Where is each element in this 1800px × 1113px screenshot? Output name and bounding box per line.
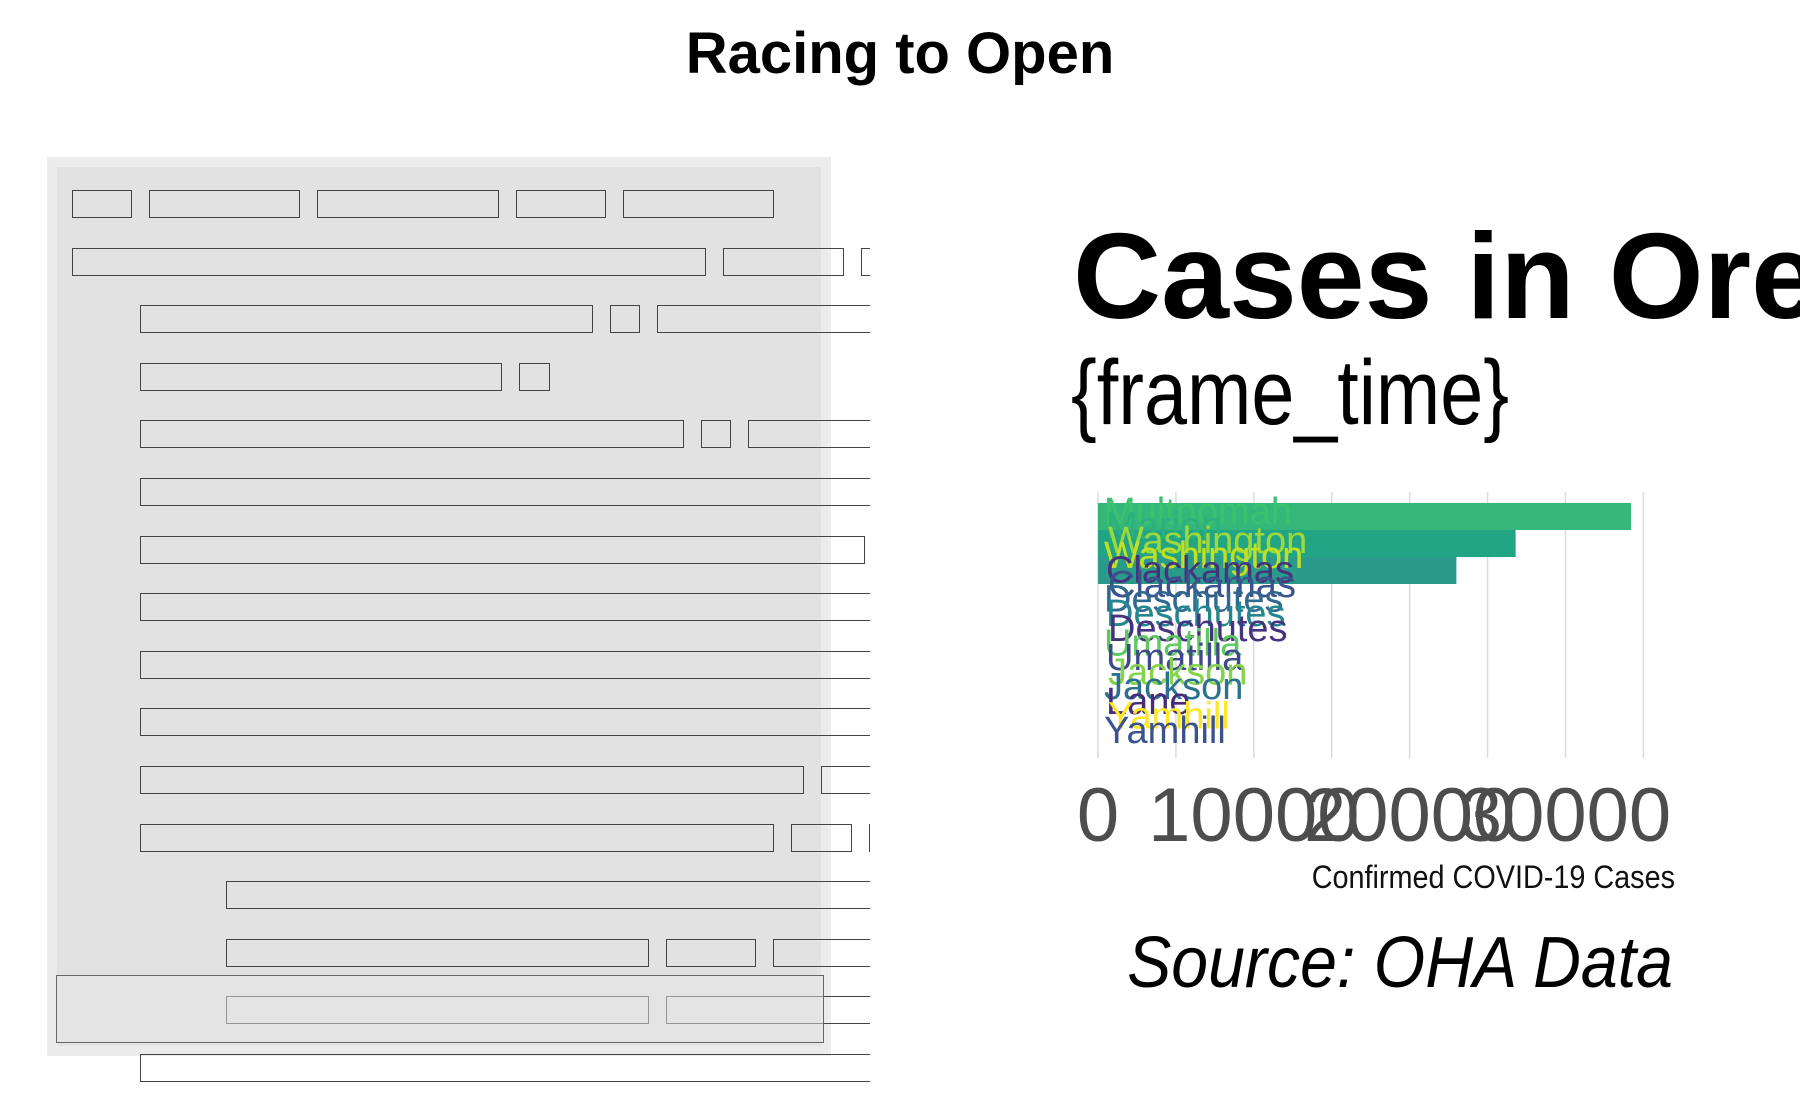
bar-label: Deschutes (1106, 593, 1286, 635)
code-line (72, 247, 870, 278)
code-text-area (0, 0, 870, 1113)
bar-label: Washington (1108, 520, 1307, 562)
code-line (226, 881, 870, 911)
bar-label: Jackson (1108, 652, 1247, 694)
code-line (72, 190, 791, 220)
unrendered-glyph-group (140, 708, 870, 737)
unrendered-glyph-group (72, 190, 133, 218)
bar-label: Multnomah (1104, 491, 1292, 533)
code-line (140, 766, 870, 796)
code-line (140, 650, 870, 681)
code-line (140, 420, 870, 450)
unrendered-glyph-group (860, 247, 870, 276)
unrendered-glyph-group (140, 1054, 870, 1082)
unrendered-glyph-group (747, 420, 870, 449)
unrendered-glyph-group (226, 881, 870, 910)
unrendered-glyph-group (623, 190, 775, 218)
unrendered-glyph-group (140, 593, 870, 622)
bar (1098, 557, 1457, 584)
unrendered-glyph-group (140, 478, 870, 506)
unrendered-glyph-group (140, 650, 870, 679)
bar-label: Yamhill (1108, 695, 1230, 737)
code-line (140, 823, 870, 854)
bar-label: Washington (1104, 535, 1303, 577)
unrendered-glyph-group (226, 938, 649, 967)
unrendered-glyph-group (868, 823, 870, 852)
unrendered-glyph-group (723, 247, 844, 276)
page-title: Racing to Open (685, 21, 1115, 86)
code-line (140, 535, 870, 566)
unrendered-glyph-group (791, 823, 852, 852)
code-line (140, 593, 870, 623)
unrendered-glyph-group (610, 305, 641, 334)
chart-subtitle: {frame_time} (1071, 342, 1509, 445)
unrendered-glyph-group (773, 938, 870, 967)
bar-label: Jackson (1104, 666, 1243, 708)
bar-label: Clackamas (1106, 549, 1294, 591)
chart-title: Cases in Oreg (1073, 208, 1800, 344)
unrendered-glyph-group (149, 190, 301, 218)
unrendered-glyph-group (72, 247, 707, 276)
code-line (140, 478, 870, 508)
bar (1098, 503, 1631, 530)
code-line-highlight (56, 975, 824, 1043)
code-line (140, 305, 870, 335)
unrendered-glyph-group (519, 362, 550, 391)
code-line (140, 362, 567, 393)
bar-labels: MultnomahMarionWashingtonWashingtonClack… (1104, 491, 1307, 752)
unrendered-glyph-group (140, 766, 805, 794)
unrendered-glyph-group (140, 823, 775, 852)
x-axis-label: Confirmed COVID-19 Cases (1312, 860, 1675, 896)
bar-label: Deschutes (1104, 579, 1284, 621)
bar-label: Yamhill (1104, 710, 1226, 752)
bar-label: Clackamas (1108, 564, 1296, 606)
code-panel (47, 157, 831, 1056)
bar-label: Umatilla (1104, 622, 1242, 664)
bar-label: Deschutes (1108, 608, 1288, 650)
code-line (140, 1054, 870, 1084)
unrendered-glyph-group (665, 938, 757, 967)
unrendered-glyph-group (140, 305, 593, 334)
bars (1098, 503, 1631, 584)
unrendered-glyph-group (657, 305, 870, 334)
bar-label: Marion (1106, 506, 1222, 548)
unrendered-glyph-group (317, 190, 499, 218)
bar-label: Umatilla (1106, 637, 1244, 679)
unrendered-glyph-group (515, 190, 607, 218)
bar-label: Lane (1106, 681, 1191, 723)
unrendered-glyph-group (140, 535, 865, 564)
unrendered-glyph-group (140, 420, 684, 449)
x-tick-label: 10000 (1148, 773, 1359, 858)
unrendered-glyph-group (140, 362, 503, 391)
code-line (140, 708, 870, 738)
bar (1098, 530, 1516, 557)
unrendered-glyph-group (821, 766, 870, 794)
x-tick-label: 0 (1077, 773, 1119, 858)
x-tick-label: 20000 (1304, 773, 1515, 858)
code-line (226, 938, 870, 969)
x-tick-label: 30000 (1460, 773, 1671, 858)
unrendered-glyph-group (700, 420, 731, 449)
chart-caption: Source: OHA Data (1127, 921, 1673, 1002)
